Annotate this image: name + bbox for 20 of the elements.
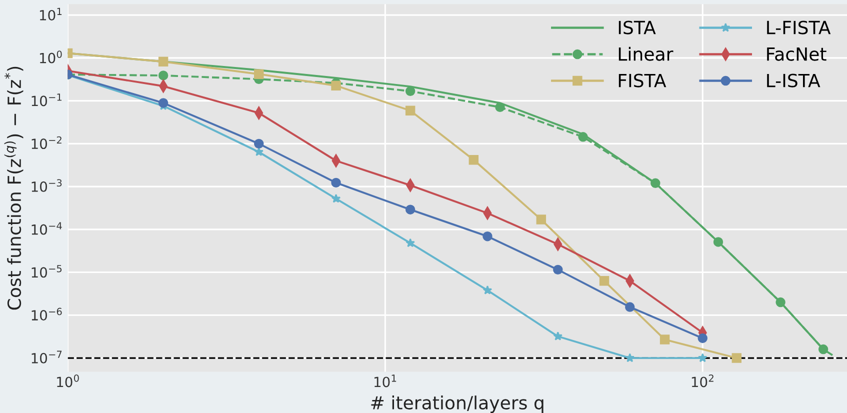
legend-label: Linear <box>618 46 674 61</box>
x-tick-label: 10$^{2}$ <box>692 374 714 388</box>
x-tick-label: 10$^{0}$ <box>57 374 79 388</box>
y-axis-title: Cost function F(z$^{(q)}$) − F(z$^{*}$) <box>4 66 24 310</box>
legend-label: ISTA <box>618 20 656 34</box>
y-tick-label: 10$^{−3}$ <box>32 179 62 192</box>
legend-label: FISTA <box>618 74 666 88</box>
y-tick-label: 10$^{0}$ <box>40 50 62 64</box>
x-tick-label: 10$^{1}$ <box>374 374 396 388</box>
x-axis-title: # iteration/layers q <box>371 396 544 413</box>
y-tick-label: 10$^{−5}$ <box>32 265 62 278</box>
y-tick-label: 10$^{−4}$ <box>32 222 62 235</box>
y-tick-label: 10$^{−1}$ <box>32 94 62 106</box>
legend-label: L-ISTA <box>767 74 820 88</box>
y-tick-label: 10$^{−7}$ <box>32 350 62 364</box>
legend-label: FacNet <box>767 47 826 61</box>
y-tick-label: 10$^{−2}$ <box>32 136 62 150</box>
legend-label: L-FISTA <box>767 20 831 34</box>
y-tick-label: 10$^{1}$ <box>40 8 62 20</box>
y-tick-label: 10$^{−6}$ <box>32 308 62 321</box>
